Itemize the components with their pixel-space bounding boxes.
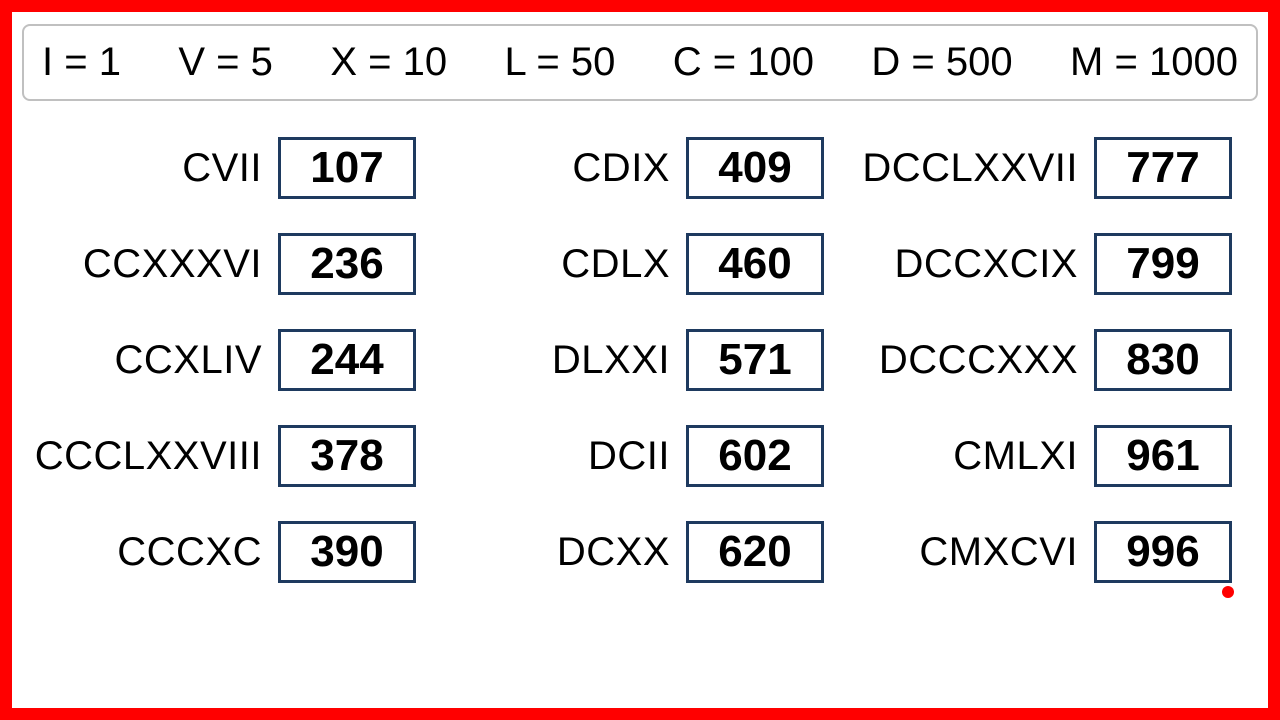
- roman-numeral: DLXXI: [552, 338, 670, 383]
- roman-numeral: CCXLIV: [115, 338, 263, 383]
- pair: CDIX 409: [436, 137, 824, 199]
- pair: CCXLIV 244: [28, 329, 416, 391]
- arabic-number: 961: [1094, 425, 1232, 487]
- arabic-number: 244: [278, 329, 416, 391]
- roman-numeral: CVII: [182, 146, 262, 191]
- outer-frame: I = 1 V = 5 X = 10 L = 50 C = 100 D = 50…: [0, 0, 1280, 720]
- pair: DCCXCIX 799: [844, 233, 1232, 295]
- roman-numeral: CMXCVI: [919, 530, 1078, 575]
- legend-item: M = 1000: [1070, 40, 1238, 85]
- roman-numeral: CDIX: [572, 146, 670, 191]
- pair: DCCLXXVII 777: [844, 137, 1232, 199]
- roman-numeral: DCCXCIX: [894, 242, 1078, 287]
- arabic-number: 409: [686, 137, 824, 199]
- arabic-number: 107: [278, 137, 416, 199]
- legend-item: D = 500: [871, 40, 1012, 85]
- pair: DCCCXXX 830: [844, 329, 1232, 391]
- pair: DCXX 620: [436, 521, 824, 583]
- pair: CCXXXVI 236: [28, 233, 416, 295]
- roman-numeral: CCXXXVI: [83, 242, 262, 287]
- arabic-number: 602: [686, 425, 824, 487]
- pair: CCCLXXVIII 378: [28, 425, 416, 487]
- arabic-number: 236: [278, 233, 416, 295]
- conversion-grid: CVII 107 CDIX 409 DCCLXXVII 777 CCXXXVI …: [18, 137, 1262, 583]
- arabic-number: 799: [1094, 233, 1232, 295]
- roman-numeral: CCCXC: [117, 530, 262, 575]
- pair: DLXXI 571: [436, 329, 824, 391]
- arabic-number: 620: [686, 521, 824, 583]
- roman-numeral: CDLX: [561, 242, 670, 287]
- legend-item: L = 50: [505, 40, 616, 85]
- legend-item: V = 5: [178, 40, 273, 85]
- roman-numeral: DCXX: [557, 530, 670, 575]
- roman-numeral: DCCLXXVII: [862, 146, 1078, 191]
- arabic-number: 571: [686, 329, 824, 391]
- pair: DCII 602: [436, 425, 824, 487]
- laser-pointer-icon: [1222, 586, 1234, 598]
- roman-numeral: DCCCXXX: [879, 338, 1078, 383]
- arabic-number: 996: [1094, 521, 1232, 583]
- pair: CMLXI 961: [844, 425, 1232, 487]
- pair: CDLX 460: [436, 233, 824, 295]
- roman-numeral: DCII: [588, 434, 670, 479]
- pair: CMXCVI 996: [844, 521, 1232, 583]
- arabic-number: 390: [278, 521, 416, 583]
- pair: CCCXC 390: [28, 521, 416, 583]
- arabic-number: 378: [278, 425, 416, 487]
- roman-numeral: CMLXI: [953, 434, 1078, 479]
- roman-legend: I = 1 V = 5 X = 10 L = 50 C = 100 D = 50…: [22, 24, 1258, 101]
- arabic-number: 830: [1094, 329, 1232, 391]
- roman-numeral: CCCLXXVIII: [35, 434, 262, 479]
- arabic-number: 777: [1094, 137, 1232, 199]
- legend-item: I = 1: [42, 40, 121, 85]
- legend-item: X = 10: [330, 40, 447, 85]
- legend-item: C = 100: [673, 40, 814, 85]
- pair: CVII 107: [28, 137, 416, 199]
- arabic-number: 460: [686, 233, 824, 295]
